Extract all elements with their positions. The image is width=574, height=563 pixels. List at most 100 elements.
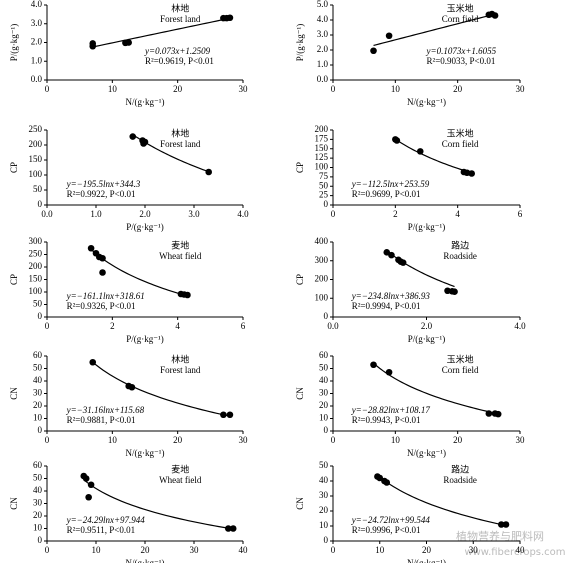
x-tick-label: 0 xyxy=(331,209,336,219)
y-tick-label: 0 xyxy=(38,535,43,545)
x-tick-label: 20 xyxy=(453,84,463,94)
point xyxy=(87,244,95,252)
x-tick-label: 4.0 xyxy=(237,209,249,219)
point xyxy=(205,168,212,176)
y-tick-label: 400 xyxy=(315,236,329,246)
y-tick-label: 0 xyxy=(38,425,43,435)
y-tick-label: 20 xyxy=(319,505,329,515)
y-tick-label: 50 xyxy=(319,180,329,190)
x-tick-label: 30 xyxy=(516,435,526,445)
y-tick-label: 200 xyxy=(29,139,43,149)
title-en: Corn field xyxy=(442,365,479,375)
y-tick-label: 50 xyxy=(33,184,43,194)
x-tick-label: 0 xyxy=(331,435,336,445)
y-tick-label: 0 xyxy=(324,425,329,435)
x-tick-label: 0 xyxy=(331,545,336,555)
point xyxy=(128,383,136,391)
y-tick-label: 250 xyxy=(29,249,43,259)
x-tick-label: 6 xyxy=(241,321,246,331)
x-tick-label: 10 xyxy=(375,545,385,555)
point xyxy=(498,521,505,528)
point xyxy=(225,525,232,532)
x-tick-label: 20 xyxy=(141,545,151,555)
x-tick-label: 30 xyxy=(469,545,479,555)
y-tick-label: 1.0 xyxy=(31,55,43,65)
title-cn: 玉米地 xyxy=(447,354,474,366)
y-tick-label: 3.0 xyxy=(317,29,329,39)
x-tick-label: 0 xyxy=(45,84,50,94)
y-tick-label: 40 xyxy=(33,375,43,385)
equation: y=−112.5lnx+253.59 xyxy=(351,179,430,189)
title-cn: 麦地 xyxy=(171,240,189,252)
x-tick-label: 30 xyxy=(516,84,526,94)
y-tick-label: 10 xyxy=(33,413,43,423)
stats: R²=0.9619, P<0.01 xyxy=(145,56,214,66)
point xyxy=(385,32,393,40)
title-cn: 路边 xyxy=(451,464,469,476)
equation: y=−195.5lnx+344.3 xyxy=(66,179,141,189)
y-tick-label: 150 xyxy=(29,154,43,164)
x-tick-label: 6 xyxy=(518,209,523,219)
x-tick-label: 10 xyxy=(92,545,102,555)
x-tick-label: 10 xyxy=(108,435,118,445)
y-axis-label: CP xyxy=(295,274,305,285)
x-axis-label: N/(g·kg⁻¹) xyxy=(407,97,446,107)
point xyxy=(383,479,391,486)
x-axis-label: N/(g·kg⁻¹) xyxy=(126,558,165,563)
y-tick-label: 0.0 xyxy=(317,74,329,84)
x-tick-label: 40 xyxy=(516,545,526,555)
x-tick-label: 2.0 xyxy=(139,209,151,219)
x-tick-label: 30 xyxy=(239,84,249,94)
x-axis-label: P/(g·kg⁻¹) xyxy=(408,334,445,344)
y-tick-label: 100 xyxy=(29,286,43,296)
y-tick-label: 175 xyxy=(315,133,329,143)
y-tick-label: 0.0 xyxy=(31,74,43,84)
point xyxy=(416,148,424,155)
y-axis-label: CN xyxy=(295,497,305,510)
x-tick-label: 2 xyxy=(393,209,398,219)
y-tick-label: 300 xyxy=(315,255,329,265)
point xyxy=(141,138,149,146)
x-tick-label: 20 xyxy=(173,435,183,445)
y-tick-label: 125 xyxy=(315,152,329,162)
point xyxy=(99,254,106,262)
fit-curve xyxy=(373,362,499,415)
fit-curve xyxy=(377,474,507,527)
equation: y=−24.29lnx+97.944 xyxy=(66,515,146,525)
x-tick-label: 1.0 xyxy=(90,209,102,219)
equation: y=−31.16lnx+115.68 xyxy=(66,405,145,415)
title-cn: 路边 xyxy=(451,240,469,252)
title-cn: 林地 xyxy=(171,3,189,15)
x-axis-label: P/(g·kg⁻¹) xyxy=(408,222,445,232)
y-tick-label: 50 xyxy=(33,363,43,373)
y-tick-label: 100 xyxy=(315,292,329,302)
title-en: Corn field xyxy=(442,139,479,149)
y-tick-label: 40 xyxy=(33,485,43,495)
y-tick-label: 30 xyxy=(319,490,329,500)
x-tick-label: 4 xyxy=(175,321,180,331)
point xyxy=(370,47,377,55)
point xyxy=(229,525,237,532)
y-tick-label: 30 xyxy=(319,388,329,398)
y-tick-label: 200 xyxy=(29,261,43,271)
x-tick-label: 0 xyxy=(331,84,336,94)
title-en: Forest land xyxy=(160,14,201,24)
y-tick-label: 100 xyxy=(29,169,43,179)
point xyxy=(184,291,191,299)
point xyxy=(491,12,499,19)
x-axis-label: N/(g·kg⁻¹) xyxy=(407,448,446,458)
x-axis-label: N/(g·kg⁻¹) xyxy=(126,97,165,107)
x-tick-label: 30 xyxy=(239,435,249,445)
fit-curve xyxy=(394,138,472,174)
stats: R²=0.9511, P<0.01 xyxy=(67,525,136,535)
x-tick-label: 20 xyxy=(422,545,432,555)
point xyxy=(99,269,106,276)
point xyxy=(129,133,137,140)
y-tick-label: 40 xyxy=(319,375,329,385)
y-tick-label: 20 xyxy=(33,400,43,410)
y-tick-label: 50 xyxy=(33,473,43,483)
watermark-url: www.fibercrops.com xyxy=(464,547,565,558)
stats: R²=0.9326, P<0.01 xyxy=(67,301,136,311)
point xyxy=(502,521,510,528)
equation: y=0.1073x+1.6055 xyxy=(426,46,497,56)
